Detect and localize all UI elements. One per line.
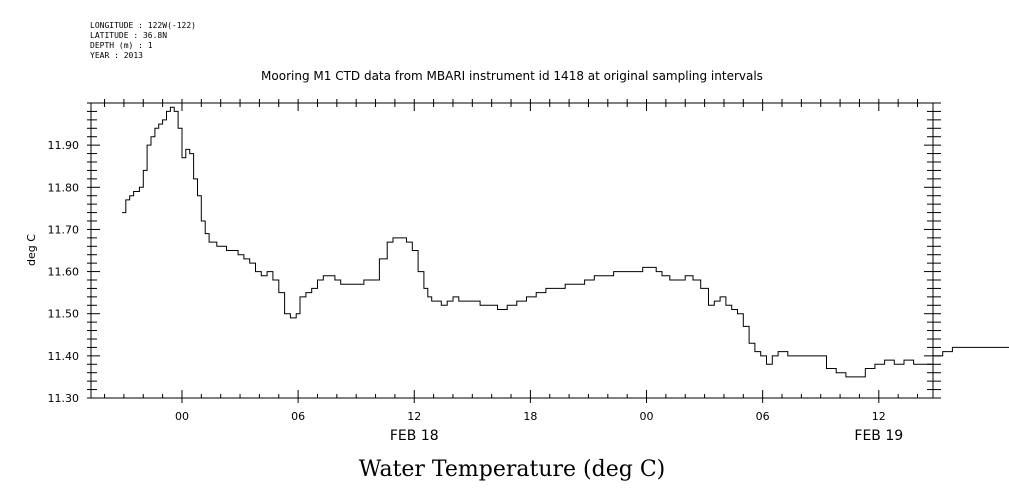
y-tick-label: 11.60	[48, 266, 80, 279]
y-tick-label: 11.90	[48, 139, 80, 152]
x-tick-label: 18	[523, 410, 537, 423]
longitude-label: LONGITUDE : 122W(-122)	[90, 21, 196, 30]
x-tick-labels: 00 06 12 18 00 06 12	[175, 410, 886, 423]
y-tick-label: 11.30	[48, 392, 80, 405]
x-tick-label: 12	[407, 410, 421, 423]
x-axis-label: Water Temperature (deg C)	[359, 457, 666, 482]
tick-marks	[87, 99, 941, 403]
x-tick-label: 06	[291, 410, 305, 423]
x-tick-label: 00	[640, 410, 654, 423]
plot-frame	[90, 102, 934, 399]
y-axis-label: deg C	[25, 234, 38, 266]
x-tick-label: 06	[756, 410, 770, 423]
y-tick-label: 11.80	[48, 181, 80, 194]
y-tick-labels: 11.30 11.40 11.50 11.60 11.70 11.80 11.90	[48, 139, 80, 405]
x-tick-label: 00	[175, 410, 189, 423]
chart-title: Mooring M1 CTD data from MBARI instrumen…	[261, 69, 763, 83]
depth-label: DEPTH (m) : 1	[90, 41, 153, 50]
latitude-label: LATITUDE : 36.8N	[90, 31, 168, 40]
series-line-water-temperature	[122, 106, 1009, 378]
y-tick-label: 11.40	[48, 350, 80, 363]
y-tick-label: 11.50	[48, 308, 80, 321]
date-labels: FEB 18 FEB 19	[390, 428, 903, 444]
date-label: FEB 18	[390, 428, 439, 444]
x-tick-label: 12	[872, 410, 886, 423]
year-label: YEAR : 2013	[90, 51, 143, 60]
date-label: FEB 19	[854, 428, 903, 444]
metadata-block: LONGITUDE : 122W(-122) LATITUDE : 36.8N …	[90, 21, 196, 61]
y-tick-label: 11.70	[48, 223, 80, 236]
